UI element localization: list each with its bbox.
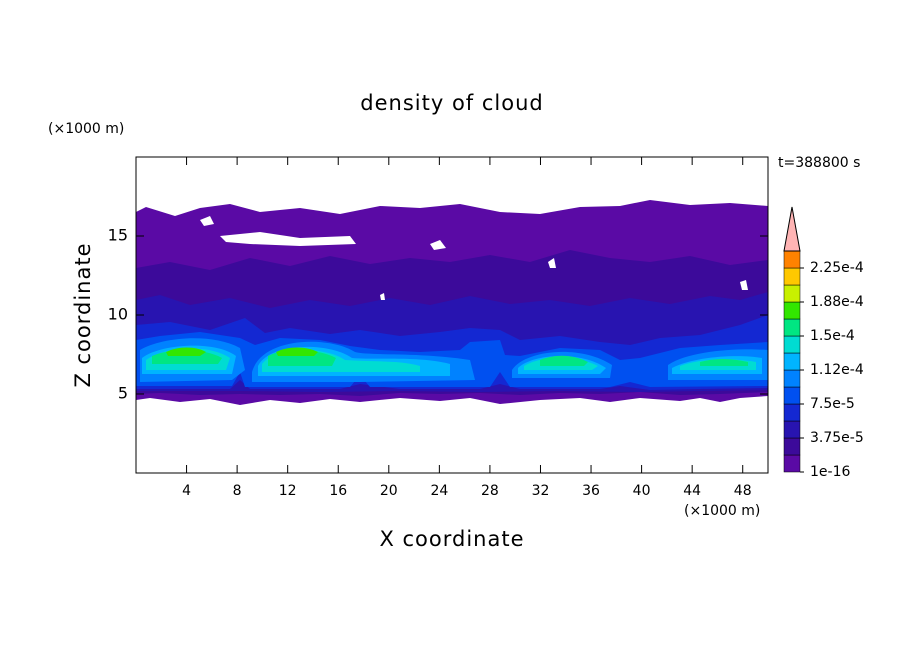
- colorbar-label: 1e-16: [810, 464, 850, 480]
- y-tick-label: 15: [108, 226, 128, 245]
- colorbar-bin: [783, 250, 801, 269]
- chart-title: density of cloud: [360, 91, 543, 115]
- contour-field: [136, 200, 768, 405]
- colorbar-label: 1.88e-4: [810, 294, 864, 310]
- x-tick-label: 16: [329, 483, 347, 499]
- y-tick-label: 10: [108, 305, 128, 324]
- x-tick-label: 12: [279, 483, 297, 499]
- x-tick-label: 24: [430, 483, 448, 499]
- x-tick-label: 28: [481, 483, 499, 499]
- colorbar-bin: [783, 403, 801, 422]
- colorbar-label: 2.25e-4: [810, 260, 864, 276]
- colorbar-bin: [783, 301, 801, 320]
- colorbar-bin: [783, 318, 801, 337]
- colorbar-bin: [783, 437, 801, 456]
- colorbar-bin: [783, 335, 801, 354]
- x-unit: (×1000 m): [684, 503, 760, 519]
- colorbar-bin: [783, 386, 801, 405]
- colorbar-bin: [783, 267, 801, 286]
- y-axis-label: Z coordinate: [71, 242, 95, 387]
- x-tick-label: 8: [233, 483, 242, 499]
- x-tick-label: 32: [532, 483, 550, 499]
- y-tick-label: 5: [118, 384, 128, 403]
- x-tick-label: 44: [683, 483, 701, 499]
- colorbar-extend: [783, 206, 801, 252]
- x-tick-label: 4: [182, 483, 191, 499]
- colorbar-bin: [783, 369, 801, 388]
- colorbar-label: 1.5e-4: [810, 328, 855, 344]
- time-label: t=388800 s: [778, 155, 860, 171]
- colorbar-bin: [783, 352, 801, 371]
- contour-hole: [200, 216, 748, 300]
- x-axis-label: X coordinate: [379, 527, 524, 551]
- x-tick-label: 40: [633, 483, 651, 499]
- colorbar-label: 3.75e-5: [810, 430, 864, 446]
- x-tick-label: 48: [734, 483, 752, 499]
- colorbar-bin: [783, 454, 801, 473]
- x-tick-label: 20: [380, 483, 398, 499]
- colorbar-label: 1.12e-4: [810, 362, 864, 378]
- colorbar-label: 7.5e-5: [810, 396, 855, 412]
- colorbar-bin: [783, 420, 801, 439]
- colorbar-bin: [783, 284, 801, 303]
- y-unit: (×1000 m): [48, 121, 124, 137]
- x-tick-label: 36: [582, 483, 600, 499]
- contour-fill: [166, 347, 318, 356]
